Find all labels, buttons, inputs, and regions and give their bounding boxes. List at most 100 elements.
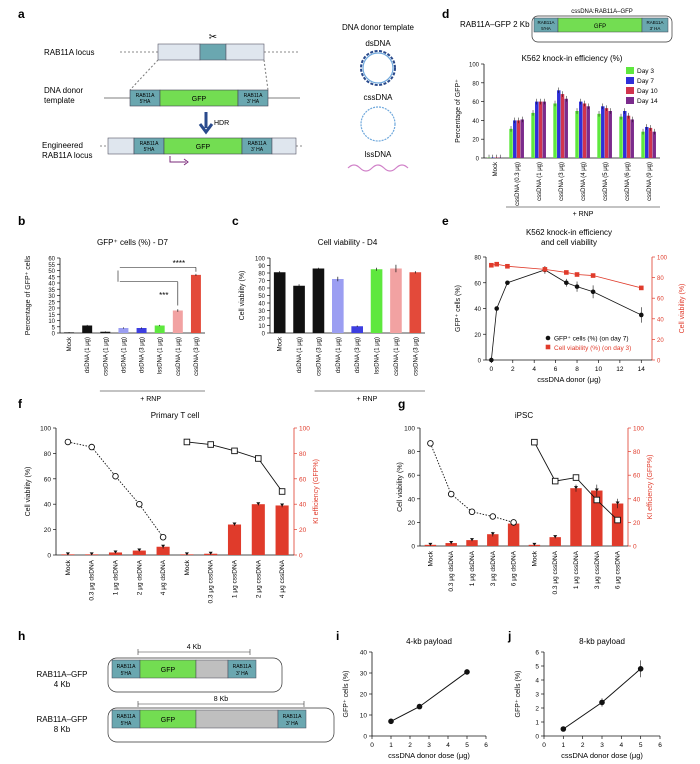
x-tick-label: cssDNA (4 μg) (581, 162, 587, 201)
y-tick-label: 55 (48, 263, 55, 269)
bar (273, 272, 286, 333)
y-tick-label: 20 (360, 692, 368, 699)
chart-title: 8-kb payload (579, 637, 625, 646)
h8-ha5: RAB11A (117, 714, 136, 720)
y-tick-label: 40 (299, 502, 307, 509)
x-tick-label: Mock (531, 550, 538, 566)
cssdna-icon (360, 106, 396, 142)
viability-point (88, 443, 95, 451)
data-point (615, 501, 620, 505)
x-tick-label: cssDNA (1 μg) (176, 337, 182, 376)
x-tick-label: dsDNA (1 μg) (121, 337, 127, 373)
donor-3ha (237, 89, 269, 107)
data-point (416, 703, 423, 710)
y-tick-label: 20 (48, 307, 55, 313)
y-tick-label: 40 (408, 496, 416, 503)
y-tick-label: 80 (258, 272, 265, 278)
x-tick-label: Mock (67, 336, 73, 351)
h4-ha5: RAB11A (117, 664, 136, 670)
data-point (256, 502, 261, 506)
data-point (494, 306, 500, 311)
rnp-label: + RNP (356, 396, 377, 403)
bar-ki-efficiency (251, 504, 265, 555)
y-tick-label: 40 (657, 317, 664, 323)
x-tick-label: Mock (493, 161, 499, 176)
dsdna-label: dsDNA (365, 39, 391, 48)
bar (312, 268, 325, 333)
x-tick-label: 0 (542, 742, 546, 749)
data-point (137, 548, 142, 552)
bar-ki-efficiency (466, 540, 478, 546)
eng-ha5-text: RAB11A (140, 141, 159, 147)
x-tick-label: 0.3 μg dsDNA (89, 559, 96, 600)
hdr-arrow (198, 112, 214, 135)
viability-line-dsdna (67, 441, 164, 538)
y-tick-label: 20 (44, 527, 52, 534)
y-tick-label: 0 (47, 553, 51, 560)
y-tick-label: 80 (657, 276, 664, 282)
y-tick-label: 50 (48, 269, 55, 275)
d-ha5: RAB11A (538, 20, 555, 25)
sig-label: *** (159, 291, 168, 300)
y-tick-label: 60 (48, 257, 55, 263)
x-tick-label: cssDNA (9 μg) (647, 162, 653, 201)
bar-day-7 (645, 126, 649, 158)
h8-ha3: RAB11A (283, 714, 302, 720)
data-point (564, 270, 569, 275)
bar-day-14 (564, 98, 568, 158)
legend-label: Day 14 (637, 98, 658, 105)
dsdna-inner (362, 52, 394, 84)
x-tick-label: 6 (658, 742, 662, 749)
y-tick-label: 100 (40, 426, 51, 433)
y-axis-title: Cell viability (%) (25, 467, 32, 517)
label8-1: RAB11A–GFP (37, 715, 88, 724)
x-tick-label: cssDNA (0.3 μg) (515, 162, 521, 206)
data-point (489, 262, 494, 268)
bar (370, 269, 383, 333)
y-tick-label: 0 (657, 359, 661, 365)
legend-marker (545, 344, 551, 350)
chart-title: K562 knock-in efficiency (526, 228, 612, 237)
data-point (464, 669, 470, 675)
y-tick-label: 0 (52, 332, 56, 338)
viability-point (183, 438, 191, 446)
bar (100, 331, 111, 333)
x-tick-label: 4 (620, 742, 624, 749)
hdr-text: HDR (214, 120, 229, 127)
y-tick-label: 20 (474, 333, 481, 339)
ha5-text: RAB11A (136, 93, 155, 99)
x-tick-label: 0 (370, 742, 374, 749)
bar-day-3 (509, 128, 513, 158)
bar-day-10 (516, 120, 521, 158)
x-tick-label: Mock (65, 559, 72, 575)
bar-day-7 (513, 120, 517, 158)
bar (293, 285, 305, 333)
data-point (574, 486, 578, 490)
x-tick-label: 2 (511, 366, 515, 373)
bar (136, 328, 147, 333)
x-tick-label: 1 μg cssDNA (573, 550, 580, 589)
construct-title: RAB11A–GFP 2 Kb (460, 20, 530, 29)
panel-d-chart: K562 knock-in efficiency (%) Percentage o… (455, 54, 660, 218)
chart-title: iPSC (515, 411, 533, 420)
x-tick-label: dsDNA (3 μg) (355, 337, 361, 373)
y-tick-label: 10 (360, 713, 368, 720)
h8-ha5-2: 5'HA (121, 721, 132, 727)
bar-day-7 (557, 90, 561, 158)
bar-day-10 (648, 127, 653, 158)
y-tick-label: 20 (258, 317, 265, 323)
bar (172, 310, 183, 333)
data-point (161, 544, 166, 548)
y2-axis-title: KI efficiency (GFP%) (647, 455, 654, 520)
viability-point (489, 513, 497, 520)
x-tick-label: 1 (562, 742, 566, 749)
x-tick-label: 6 μg dsDNA (511, 550, 518, 586)
bar (351, 326, 363, 333)
size4: 4 Kb (187, 644, 202, 651)
y-tick-label: 10 (258, 324, 265, 330)
bar-ki-efficiency (591, 490, 603, 546)
bar-ki-efficiency (156, 546, 170, 555)
h4-gfp: GFP (161, 667, 176, 674)
eng-ha3-text-2: 3' HA (251, 147, 264, 153)
viability-point (551, 477, 559, 485)
